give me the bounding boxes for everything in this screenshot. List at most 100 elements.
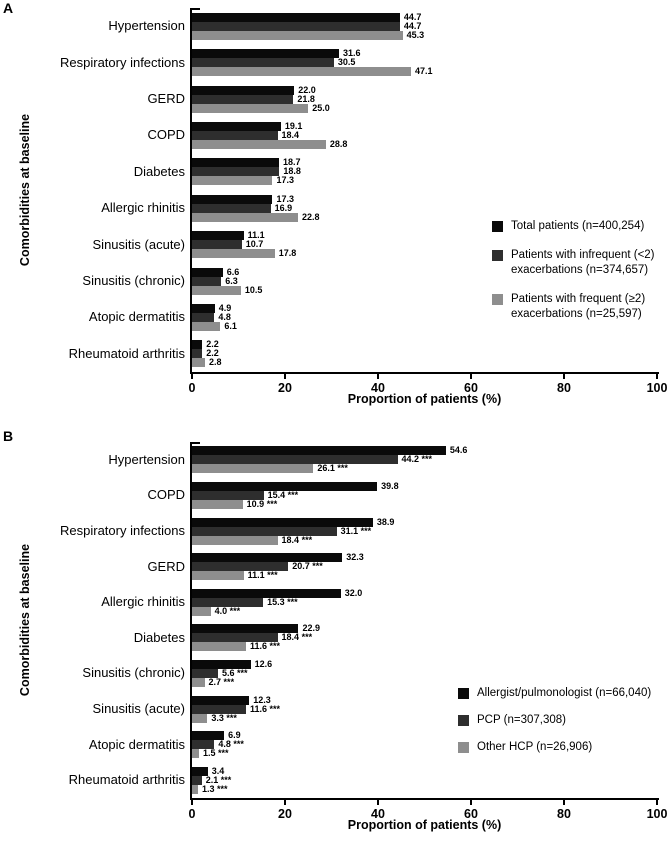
category-label: Diabetes [133, 163, 185, 179]
bar [192, 553, 343, 563]
bar-value-label: 39.8 [381, 480, 399, 491]
bar [192, 58, 334, 68]
bar [192, 446, 446, 456]
x-tick-label: 100 [646, 381, 668, 395]
bar [192, 303, 215, 313]
category-label: Respiratory infections [60, 54, 185, 70]
bar [192, 606, 211, 616]
x-tick-label: 20 [278, 807, 292, 821]
bar-value-label: 20.7 *** [292, 561, 323, 572]
bar-value-label: 4.0 *** [214, 605, 241, 616]
category-label: Rheumatoid arthritis [68, 345, 185, 361]
bar-value-label: 28.8 [329, 138, 348, 149]
bar [192, 139, 326, 149]
bar-value-label: 44.7 [403, 20, 422, 31]
bar [192, 499, 243, 509]
bar [192, 167, 280, 177]
category-label: Atopic dermatitis [88, 736, 185, 752]
bar [192, 249, 275, 259]
x-tick [656, 374, 658, 379]
bar [192, 624, 299, 634]
panel-b-plot-area: 0 20 40 60 80 100 Hypertension 54.6 44.2 *** 26.1… [60, 442, 667, 821]
bar-value-label: 31.1 *** [340, 525, 372, 536]
bar [192, 240, 242, 250]
bar-value-label: 30.5 [337, 57, 356, 68]
bar-value-label: 16.9 [274, 202, 293, 213]
bar-value-label: 6.6 [226, 266, 240, 277]
x-tick-label: 0 [188, 807, 196, 821]
y-axis-top-cap [190, 442, 200, 444]
x-tick [656, 800, 658, 805]
bar-value-label: 18.4 [281, 129, 300, 140]
legend-label: Patients with infrequent (<2) exacerbatio… [511, 248, 655, 278]
bar-value-label: 47.1 [415, 66, 433, 77]
x-tick [470, 374, 472, 379]
panel-a: A Comorbidities at baseline 0 20 40 60 80 100… [0, 0, 669, 420]
bar [192, 731, 225, 741]
legend-item: Total patients (n=400,254) [492, 219, 655, 234]
bar-value-label: 6.3 [225, 275, 238, 286]
bar-value-label: 25.0 [312, 102, 330, 113]
bar [192, 94, 294, 104]
bar-value-label: 44.7 [403, 11, 422, 22]
bar [192, 668, 219, 678]
legend-label: PCP (n=307,308) [477, 713, 566, 728]
bar [192, 67, 411, 77]
category-label: Atopic dermatitis [88, 309, 185, 325]
legend-item: PCP (n=307,308) [458, 713, 651, 728]
panel-a-x-axis-title: Proportion of patients (%) [347, 392, 502, 406]
bar-value-label: 5.6 *** [222, 667, 248, 678]
category-label: Hypertension [108, 18, 185, 34]
legend-label: Total patients (n=400,254) [511, 219, 644, 234]
legend-label: Allergist/pulmonologist (n=66,040) [477, 686, 651, 701]
bar-value-label: 10.7 [245, 239, 264, 250]
bar [192, 775, 202, 785]
bar [192, 704, 246, 714]
bar-value-label: 54.6 [449, 445, 468, 456]
bar-value-label: 18.4 *** [281, 632, 313, 643]
x-tick-label: 60 [464, 807, 478, 821]
bar-value-label: 45.3 [406, 29, 425, 40]
bar [192, 677, 205, 687]
bar [192, 588, 341, 598]
x-axis-line [190, 372, 659, 374]
bar-value-label: 21.8 [297, 93, 315, 104]
x-tick-label: 100 [646, 807, 668, 821]
legend-label-line: Allergist/pulmonologist (n=66,040) [477, 687, 652, 699]
bar [192, 784, 199, 794]
legend-swatch [458, 688, 469, 699]
panel-a-plot-area: 0 20 40 60 80 100 Hypertension 44.7 44.7 45.3 Resp… [60, 8, 667, 395]
legend-label-line: Patients with frequent (≥2) [511, 293, 646, 305]
category-label: Sinusitis (acute) [92, 701, 185, 716]
bar-value-label: 31.6 [342, 48, 361, 59]
category-label: GERD [147, 91, 185, 106]
bar [192, 276, 222, 286]
bar [192, 194, 273, 204]
bar [192, 490, 264, 500]
x-tick-label: 40 [371, 807, 385, 821]
bar [192, 633, 278, 643]
bar [192, 340, 203, 350]
bar [192, 740, 215, 750]
legend-label-line: Other HCP (n=26,906) [477, 741, 593, 753]
category-label: Sinusitis (chronic) [82, 273, 185, 288]
bar-value-label: 44.2 *** [401, 454, 433, 465]
bar-value-label: 2.1 *** [205, 774, 232, 785]
bar-value-label: 18.8 [283, 166, 301, 177]
bar-value-label: 12.6 [254, 658, 273, 669]
x-tick-label: 60 [464, 381, 478, 395]
legend-swatch [492, 250, 503, 261]
bar-value-label: 10.5 [244, 284, 263, 295]
bar-value-label: 3.4 [211, 765, 225, 776]
category-label: COPD [147, 487, 185, 503]
bar-value-label: 32.3 [346, 552, 364, 563]
bar-value-label: 1.5 *** [202, 748, 229, 759]
panel-b-x-axis-title: Proportion of patients (%) [347, 818, 502, 832]
category-label: Sinusitis (acute) [92, 236, 185, 252]
bar-value-label: 32.0 [344, 587, 363, 598]
bar-value-label: 15.4 *** [267, 489, 299, 500]
category-label: Allergic rhinitis [101, 594, 185, 610]
category-label: Rheumatoid arthritis [68, 772, 185, 788]
category-label: Allergic rhinitis [101, 200, 185, 216]
y-axis-top-cap [190, 8, 200, 10]
